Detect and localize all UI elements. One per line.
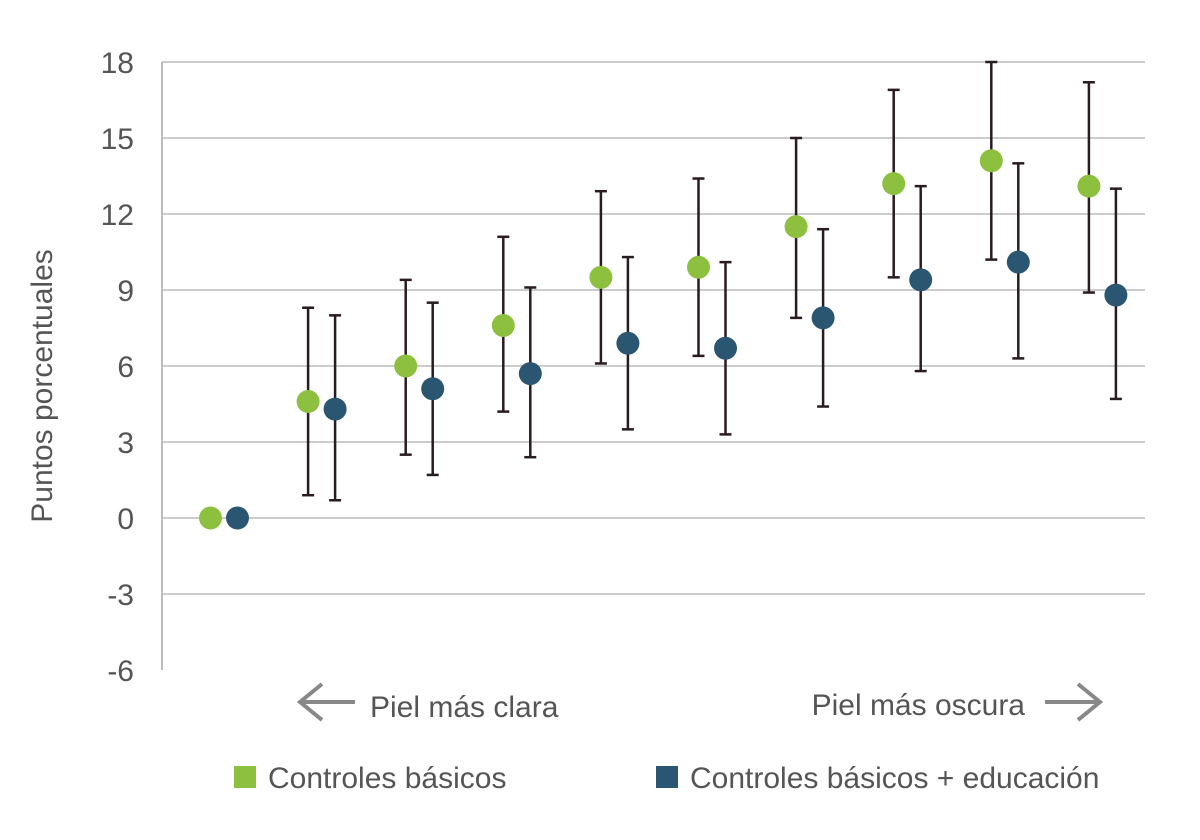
y-tick-label: -6	[107, 655, 134, 688]
darker-skin-label: Piel más oscura	[812, 689, 1026, 722]
data-point-education	[1104, 283, 1128, 307]
data-point-basic	[784, 215, 808, 239]
data-point-basic	[491, 313, 515, 337]
y-tick-labels: 18 15 12 9 6 3 0 -3 -6	[101, 47, 134, 688]
error-bars	[302, 60, 1122, 502]
legend-label-education: Controles básicos + educación	[690, 762, 1099, 795]
data-point-basic	[296, 389, 320, 413]
data-point-basic	[394, 354, 418, 378]
legend-label-basic: Controles básicos	[268, 762, 506, 795]
y-tick-label: 15	[101, 123, 134, 156]
y-tick-label: 12	[101, 199, 134, 232]
y-tick-label: 3	[117, 427, 134, 460]
data-point-basic	[979, 149, 1003, 173]
data-point-education	[518, 362, 542, 386]
darker-skin-annotation: Piel más oscura	[812, 682, 1104, 722]
legend-item-education: Controles básicos + educación	[656, 762, 1099, 795]
legend-swatch-basic	[234, 766, 256, 788]
data-point-education	[421, 377, 445, 401]
legend-item-basic: Controles básicos	[234, 762, 506, 795]
data-point-education	[1006, 250, 1030, 274]
data-point-basic	[687, 255, 710, 279]
legend: Controles básicos Controles básicos + ed…	[234, 762, 1099, 795]
data-point-basic	[199, 506, 222, 530]
data-point-education	[714, 336, 737, 360]
grid-lines	[162, 61, 1145, 595]
data-point-basic	[589, 265, 613, 289]
data-point-education	[811, 306, 835, 330]
data-point-education	[226, 506, 249, 530]
y-tick-label: 0	[117, 503, 134, 536]
data-point-education	[909, 268, 933, 292]
data-point-education	[616, 331, 640, 355]
legend-swatch-education	[656, 766, 678, 788]
lighter-skin-annotation: Piel más clara	[296, 682, 559, 724]
y-tick-label: 9	[117, 275, 134, 308]
data-point-basic	[882, 172, 906, 196]
data-point-basic	[1077, 174, 1101, 198]
y-tick-label: -3	[107, 579, 134, 612]
arrow-right-icon	[1045, 682, 1104, 722]
y-axis-title: Puntos porcentuales	[26, 249, 59, 523]
arrow-left-icon	[296, 682, 355, 722]
data-point-education	[323, 397, 347, 421]
y-tick-label: 18	[101, 47, 134, 80]
lighter-skin-label: Piel más clara	[370, 691, 559, 724]
y-tick-label: 6	[117, 351, 134, 384]
data-points	[199, 149, 1128, 530]
